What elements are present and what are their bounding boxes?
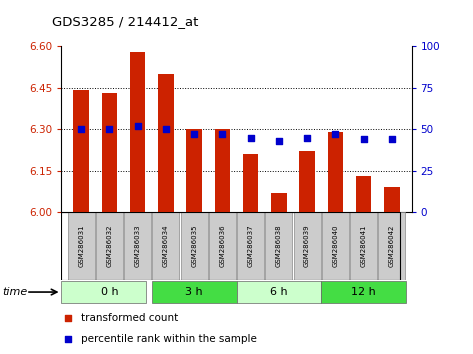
Point [105,126,113,132]
Bar [152,212,179,280]
Bar [271,193,287,212]
Bar [378,212,405,280]
Text: 0 h: 0 h [101,287,118,297]
Bar [350,212,377,280]
Text: GDS3285 / 214412_at: GDS3285 / 214412_at [52,15,198,28]
Text: 6 h: 6 h [270,287,288,297]
Point [162,126,170,132]
Text: GSM286031: GSM286031 [78,225,84,267]
Text: GSM286035: GSM286035 [191,225,197,267]
Bar [327,132,343,212]
Point [297,220,304,226]
Bar [265,212,292,280]
Bar [68,212,95,280]
Bar [181,212,208,280]
Point [134,123,141,129]
Bar [215,129,230,212]
Bar [322,212,349,280]
Text: GSM286042: GSM286042 [389,225,395,267]
Bar [102,93,117,212]
Bar [73,90,89,212]
Bar [152,281,236,303]
Text: transformed count: transformed count [81,313,178,323]
Text: GSM286032: GSM286032 [106,225,113,267]
Text: GSM286039: GSM286039 [304,225,310,267]
Point [303,135,311,141]
Bar [294,212,321,280]
Bar [356,176,371,212]
Bar [130,52,146,212]
Point [275,138,283,144]
Point [388,136,395,142]
Bar [243,154,258,212]
Text: 3 h: 3 h [185,287,203,297]
Text: GSM286033: GSM286033 [135,225,140,267]
Bar [158,74,174,212]
Bar [61,281,146,303]
Bar [384,188,400,212]
Point [78,126,85,132]
Point [297,32,304,38]
Point [332,131,339,137]
Point [360,136,368,142]
Bar [96,212,123,280]
Text: time: time [2,287,27,297]
Bar [237,212,264,280]
Text: GSM286037: GSM286037 [247,225,254,267]
Text: GSM286036: GSM286036 [219,225,226,267]
Bar [299,152,315,212]
Text: GSM286041: GSM286041 [360,225,367,267]
Bar [186,129,202,212]
Text: GSM286040: GSM286040 [333,225,338,267]
Bar [321,281,406,303]
Text: GSM286034: GSM286034 [163,225,169,267]
Bar [236,281,321,303]
Bar [124,212,151,280]
Point [190,131,198,137]
Text: GSM286038: GSM286038 [276,225,282,267]
Point [247,135,254,141]
Bar [209,212,236,280]
Text: percentile rank within the sample: percentile rank within the sample [81,334,257,344]
Text: 12 h: 12 h [351,287,376,297]
Point [219,131,226,137]
